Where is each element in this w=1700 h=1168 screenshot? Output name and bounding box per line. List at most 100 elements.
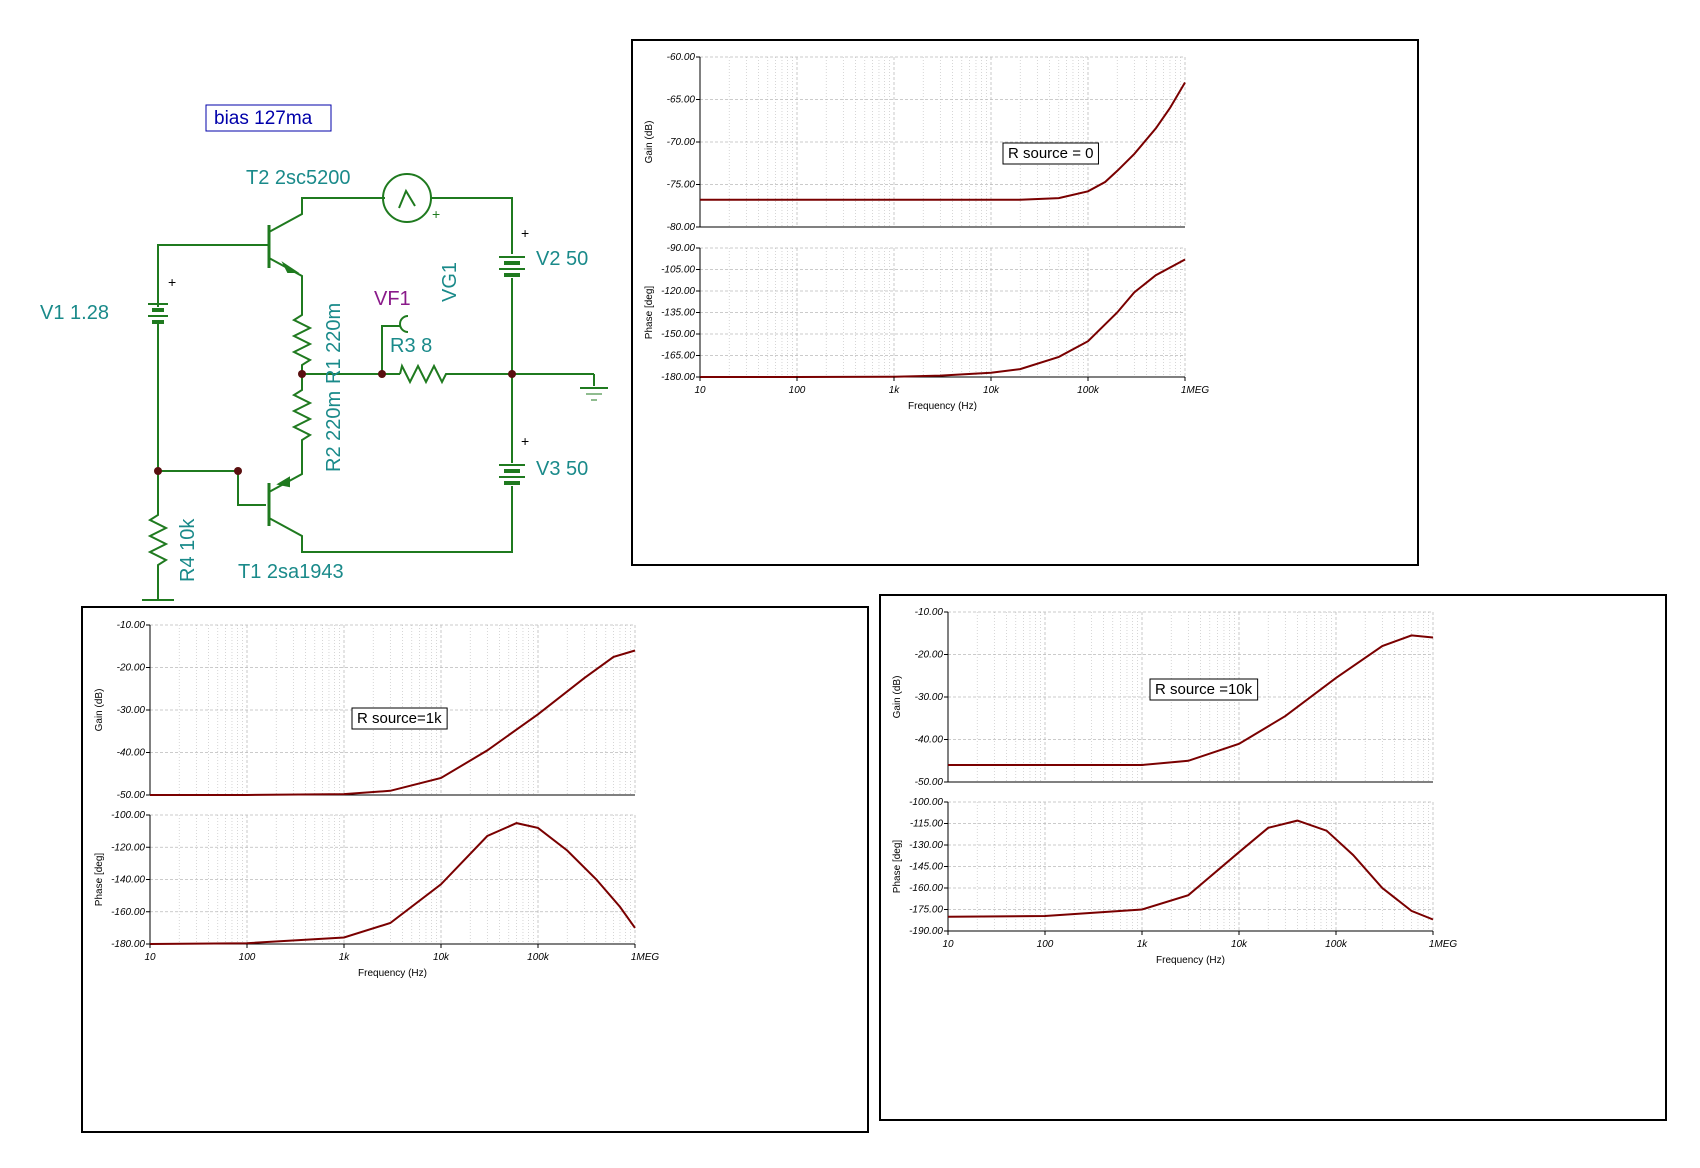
t1-collector	[268, 486, 513, 553]
r4-resistor	[147, 471, 169, 600]
label-v1: V1 1.28	[40, 302, 109, 324]
y-tick-label: -10.00	[117, 620, 146, 631]
vf1-probe	[399, 315, 409, 333]
x-tick-label: 100	[1037, 939, 1054, 950]
plot-panel-2	[81, 606, 869, 1133]
x-axis-label: Frequency (Hz)	[358, 968, 427, 979]
x-tick-label: 100k	[1077, 385, 1100, 396]
x-tick-label: 10	[694, 385, 706, 396]
wire-vg1-v2	[431, 197, 513, 254]
x-tick-label: 1MEG	[631, 952, 660, 963]
x-tick-label: 10k	[983, 385, 1000, 396]
y-tick-label: -75.00	[667, 180, 696, 191]
x-tick-label: 10k	[433, 952, 450, 963]
y-tick-label: -180.00	[661, 372, 695, 383]
series-line-phase	[700, 258, 1186, 378]
junction-dot	[378, 370, 386, 378]
y-tick-label: -135.00	[661, 308, 695, 319]
annotation-label: R source = 0	[1008, 145, 1093, 162]
r1-resistor	[291, 308, 313, 374]
y-tick-label: -50.00	[915, 777, 944, 788]
t1-emitter	[268, 472, 303, 493]
label-r2: R2 220m	[323, 391, 345, 472]
y-tick-label: -90.00	[667, 243, 696, 254]
y-tick-label: -175.00	[909, 905, 943, 916]
junction-dots	[154, 370, 516, 475]
annotation-box	[1149, 678, 1259, 701]
x-tick-label: 1k	[889, 385, 901, 396]
chart-2: -10.00 -20.00 -30.00 -40.00 -50.00 Gain (dB) -…	[94, 620, 659, 979]
x-tick-label: 10	[942, 939, 954, 950]
y-tick-label: -160.00	[111, 907, 145, 918]
bias-note: bias 127ma	[214, 108, 313, 129]
svg-text:+: +	[521, 225, 529, 241]
label-r1: R1 220m	[323, 303, 345, 384]
charts-layer: -60.00 -65.00 -70.00 -75.00 -80.00 Gain (dB) -…	[94, 52, 1457, 979]
label-t2: T2 2sc5200	[246, 167, 351, 189]
y-tick-label: -70.00	[667, 137, 696, 148]
y-tick-label: -115.00	[910, 819, 944, 830]
svg-text:+: +	[168, 274, 176, 290]
label-r3: R3 8	[390, 335, 432, 357]
vg1-symbol	[398, 188, 416, 209]
series-line-gain	[948, 634, 1434, 766]
junction-dot	[508, 370, 516, 378]
y-tick-label: -165.00	[661, 351, 695, 362]
series-line-gain	[150, 649, 636, 796]
y-tick-label: -65.00	[667, 95, 696, 106]
junction-dot	[298, 370, 306, 378]
x-tick-label: 100k	[1325, 939, 1348, 950]
y-axis-label: Phase [deg]	[94, 853, 105, 907]
x-tick-label: 100	[239, 952, 256, 963]
wire-v1-top	[157, 244, 240, 307]
label-vg1: VG1	[439, 262, 461, 302]
x-tick-label: 1k	[339, 952, 351, 963]
svg-text:+: +	[521, 433, 529, 449]
x-axis-label: Frequency (Hz)	[908, 401, 977, 412]
junction-dot	[154, 467, 162, 475]
y-axis-label: Gain (dB)	[644, 121, 655, 164]
series-line-gain	[700, 81, 1186, 201]
chart-1: -60.00 -65.00 -70.00 -75.00 -80.00 Gain (dB) -…	[644, 52, 1209, 412]
plot-panel-1	[631, 39, 1419, 566]
vf1-probe-wire	[381, 325, 400, 374]
y-tick-label: -30.00	[915, 692, 944, 703]
y-tick-label: -100.00	[111, 810, 145, 821]
y-tick-label: -120.00	[111, 842, 145, 853]
label-v3: V3 50	[536, 458, 588, 480]
label-vf1: VF1	[374, 288, 411, 310]
y-tick-label: -10.00	[915, 607, 944, 618]
series-line-phase	[947, 819, 1434, 921]
bias-note-box	[205, 104, 332, 132]
y-tick-label: -80.00	[667, 222, 696, 233]
y-tick-label: -145.00	[909, 862, 943, 873]
svg-text:+: +	[432, 206, 440, 222]
annotation-label: R source =10k	[1155, 681, 1253, 698]
label-r4: R4 10k	[177, 518, 199, 582]
y-tick-label: -30.00	[117, 705, 146, 716]
y-axis-label: Phase [deg]	[892, 840, 903, 894]
chart-3: -10.00 -20.00 -30.00 -40.00 -50.00 Gain (dB) -…	[892, 607, 1457, 966]
t2-arrow	[281, 261, 300, 273]
y-tick-label: -105.00	[661, 265, 695, 276]
vg1-source	[382, 173, 432, 223]
t2-emitter	[268, 257, 303, 308]
polarity-marks: + + + +	[168, 206, 529, 449]
x-tick-label: 1MEG	[1181, 385, 1210, 396]
y-tick-label: -40.00	[915, 735, 944, 746]
x-tick-label: 10	[144, 952, 156, 963]
y-tick-label: -120.00	[661, 286, 695, 297]
y-tick-label: -180.00	[111, 939, 145, 950]
y-tick-label: -60.00	[667, 52, 696, 63]
label-v2: V2 50	[536, 248, 588, 270]
y-tick-label: -20.00	[915, 650, 944, 661]
x-tick-label: 10k	[1231, 939, 1248, 950]
y-axis-label: Gain (dB)	[94, 689, 105, 732]
y-tick-label: -40.00	[117, 748, 146, 759]
x-tick-label: 100k	[527, 952, 550, 963]
series-line-phase	[149, 822, 636, 945]
x-tick-label: 1k	[1137, 939, 1149, 950]
y-tick-label: -20.00	[117, 663, 146, 674]
x-tick-label: 1MEG	[1429, 939, 1458, 950]
